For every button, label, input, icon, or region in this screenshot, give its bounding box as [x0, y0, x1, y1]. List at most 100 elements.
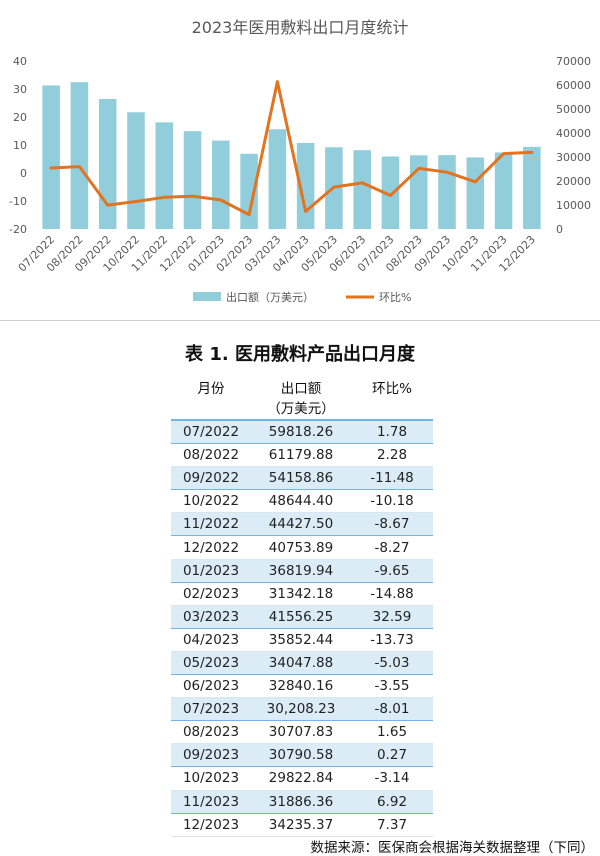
cell-mom: -8.27 — [351, 536, 433, 559]
mom-line — [51, 82, 532, 215]
cell-mom: -8.01 — [351, 698, 433, 721]
right-axis-tick-label: 50000 — [556, 103, 591, 116]
cell-value: 59818.26 — [251, 420, 351, 444]
right-axis-tick-label: 0 — [556, 223, 563, 236]
cell-value: 40753.89 — [251, 536, 351, 559]
cell-mom: -14.88 — [351, 582, 433, 605]
left-axis-tick-label: 40 — [13, 55, 27, 68]
bar — [353, 150, 371, 229]
bar — [71, 82, 89, 229]
left-axis-tick-label: 0 — [20, 167, 27, 180]
bar — [495, 152, 513, 229]
cell-month: 08/2022 — [171, 444, 251, 467]
left-axis-tick-label: 20 — [13, 111, 27, 124]
header-mom: 环比% — [351, 376, 433, 420]
bar — [410, 155, 428, 229]
cell-mom: -8.67 — [351, 513, 433, 536]
legend-swatch-bars — [193, 292, 221, 301]
header-value: 出口额 （万美元） — [251, 376, 351, 420]
cell-mom: 6.92 — [351, 790, 433, 813]
cell-value: 30707.83 — [251, 721, 351, 744]
bar — [467, 157, 485, 229]
cell-month: 03/2023 — [171, 605, 251, 628]
cell-value: 48644.40 — [251, 490, 351, 513]
cell-month: 10/2022 — [171, 490, 251, 513]
cell-mom: 32.59 — [351, 605, 433, 628]
cell-mom: -3.55 — [351, 675, 433, 698]
header-month: 月份 — [171, 376, 251, 420]
bar — [155, 122, 173, 229]
cell-month: 07/2022 — [171, 420, 251, 444]
cell-month: 05/2023 — [171, 651, 251, 674]
cell-month: 10/2023 — [171, 767, 251, 790]
cell-mom: 2.28 — [351, 444, 433, 467]
header-value-line2: （万美元） — [251, 397, 351, 417]
table-header-row: 月份 出口额 （万美元） 环比% — [171, 376, 433, 420]
cell-mom: 1.78 — [351, 420, 433, 444]
combo-chart: 2023年医用敷料出口月度统计-20-100102030400100002000… — [0, 0, 600, 320]
cell-month: 12/2022 — [171, 536, 251, 559]
bar — [523, 147, 541, 229]
cell-month: 08/2023 — [171, 721, 251, 744]
cell-month: 07/2023 — [171, 698, 251, 721]
cell-month: 01/2023 — [171, 559, 251, 582]
cell-value: 54158.86 — [251, 467, 351, 490]
cell-month: 12/2023 — [171, 813, 251, 836]
cell-month: 02/2023 — [171, 582, 251, 605]
right-axis-tick-label: 70000 — [556, 55, 591, 68]
cell-value: 61179.88 — [251, 444, 351, 467]
cell-value: 32840.16 — [251, 675, 351, 698]
right-axis-tick-label: 20000 — [556, 175, 591, 188]
cell-mom: 0.27 — [351, 744, 433, 767]
bar — [184, 131, 202, 229]
cell-month: 09/2023 — [171, 744, 251, 767]
section-divider — [0, 320, 600, 321]
cell-mom: -3.14 — [351, 767, 433, 790]
bar — [438, 155, 456, 229]
cell-month: 09/2022 — [171, 467, 251, 490]
cell-mom: -10.18 — [351, 490, 433, 513]
legend-label-line: 环比% — [379, 291, 411, 304]
cell-mom: -13.73 — [351, 628, 433, 651]
left-axis-tick-label: -10 — [9, 195, 27, 208]
cell-month: 11/2023 — [171, 790, 251, 813]
table-title: 表 1. 医用敷料产品出口月度 — [0, 340, 600, 366]
cell-month: 04/2023 — [171, 628, 251, 651]
cell-value: 34047.88 — [251, 651, 351, 674]
cell-value: 29822.84 — [251, 767, 351, 790]
left-axis-tick-label: -20 — [9, 223, 27, 236]
cell-value: 31886.36 — [251, 790, 351, 813]
chart-title: 2023年医用敷料出口月度统计 — [192, 18, 409, 37]
bar — [269, 129, 287, 229]
legend-label-bars: 出口额（万美元） — [226, 290, 314, 304]
bar — [42, 85, 60, 229]
left-axis-tick-label: 10 — [13, 139, 27, 152]
bar — [127, 112, 145, 229]
left-axis-tick-label: 30 — [13, 83, 27, 96]
cell-value: 44427.50 — [251, 513, 351, 536]
cell-value: 41556.25 — [251, 605, 351, 628]
cell-mom: -5.03 — [351, 651, 433, 674]
header-value-line1: 出口额 — [251, 377, 351, 397]
bar — [99, 99, 117, 229]
bar — [212, 141, 230, 229]
cell-value: 35852.44 — [251, 628, 351, 651]
